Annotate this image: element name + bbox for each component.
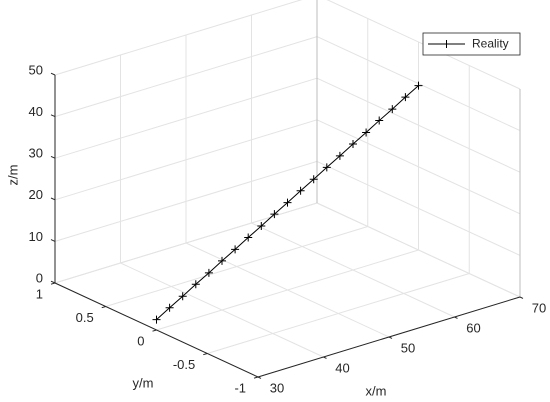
data-point (375, 116, 384, 125)
data-point (270, 210, 279, 219)
grid-line (54, 202, 318, 284)
legend-label: Reality (472, 37, 509, 51)
grid-line (54, 119, 318, 201)
x-tick-label: 40 (335, 360, 349, 375)
z-tick (50, 72, 56, 76)
data-point (414, 81, 423, 90)
y-tick (253, 376, 259, 379)
x-tick (323, 356, 327, 359)
x-tick (454, 316, 458, 319)
x-axis-label: x/m (366, 383, 387, 398)
x-tick-label: 30 (270, 380, 284, 395)
z-tick-label: 30 (29, 146, 43, 161)
data-point (388, 105, 397, 114)
y-tick-label: -0.5 (173, 357, 195, 372)
z-tick (50, 197, 56, 201)
z-tick (50, 280, 56, 284)
z-tick (50, 155, 56, 159)
data-point (283, 198, 292, 207)
y-tick (101, 306, 106, 309)
grid-line (326, 0, 521, 90)
x-tick-label: 60 (466, 320, 480, 335)
x-tick (519, 296, 524, 299)
grid-line (207, 273, 470, 354)
legend-marker (442, 40, 451, 48)
data-point (152, 315, 161, 324)
x-tick (388, 336, 393, 339)
data-point (335, 151, 344, 160)
grid-line (156, 249, 419, 331)
grid-line (316, 77, 521, 173)
data-point (322, 163, 331, 172)
grid-line (54, 0, 303, 76)
grid (54, 0, 521, 378)
y-tick (203, 353, 208, 356)
data-point (257, 222, 266, 231)
data-point (178, 292, 187, 301)
y-tick-label: 0.5 (76, 310, 94, 325)
z-tick-label: 40 (29, 104, 43, 119)
data-point (349, 139, 357, 148)
grid-line (54, 160, 318, 242)
z-axis-label: z/m (5, 165, 20, 186)
data-point (296, 186, 305, 195)
z-tick-label: 10 (29, 229, 43, 244)
data-point (401, 93, 410, 102)
data-point (309, 175, 318, 184)
data-point (362, 128, 371, 137)
y-tick-label: 0 (137, 333, 144, 348)
z-tick (50, 239, 56, 242)
grid-line (316, 119, 521, 215)
x-tick (257, 376, 262, 379)
grid-line (316, 202, 521, 298)
z-tick-label: 50 (29, 62, 43, 77)
y-tick-label: -1 (234, 380, 246, 395)
z-tick-label: 0 (36, 270, 43, 285)
x-tick-label: 50 (401, 340, 415, 355)
legend-box (422, 32, 521, 56)
grid-line (54, 36, 318, 118)
data-point (231, 245, 240, 254)
grid-line (316, 160, 521, 256)
y-tick-label: 1 (36, 286, 43, 301)
legend: Reality (422, 32, 521, 56)
grid-line (54, 77, 318, 159)
data-point (191, 280, 200, 289)
z-tick-label: 20 (29, 187, 43, 202)
plot-area (152, 81, 423, 324)
y-axis-label: y/m (133, 375, 154, 390)
x-tick-label: 70 (532, 300, 546, 315)
y-tick (152, 329, 157, 332)
data-point (218, 256, 226, 265)
grid-line (105, 226, 368, 307)
data-point (244, 233, 253, 242)
data-point (165, 303, 174, 312)
z-tick (50, 114, 56, 118)
data-point (204, 268, 213, 277)
